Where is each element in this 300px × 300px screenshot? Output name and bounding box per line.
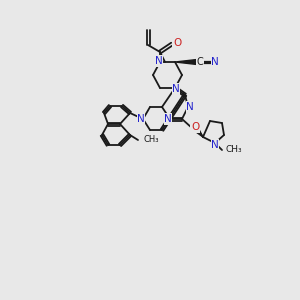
Text: N: N bbox=[172, 84, 180, 94]
Text: N: N bbox=[186, 102, 194, 112]
Text: N: N bbox=[211, 57, 219, 67]
Text: C: C bbox=[196, 57, 203, 67]
Text: N: N bbox=[164, 114, 172, 124]
Polygon shape bbox=[175, 59, 197, 64]
Text: CH₃: CH₃ bbox=[143, 134, 158, 143]
Text: CH₃: CH₃ bbox=[226, 146, 243, 154]
Text: O: O bbox=[191, 122, 199, 132]
Text: O: O bbox=[173, 38, 181, 48]
Text: N: N bbox=[211, 140, 219, 150]
Polygon shape bbox=[194, 128, 203, 137]
Text: N: N bbox=[155, 56, 163, 66]
Text: N: N bbox=[137, 114, 145, 124]
